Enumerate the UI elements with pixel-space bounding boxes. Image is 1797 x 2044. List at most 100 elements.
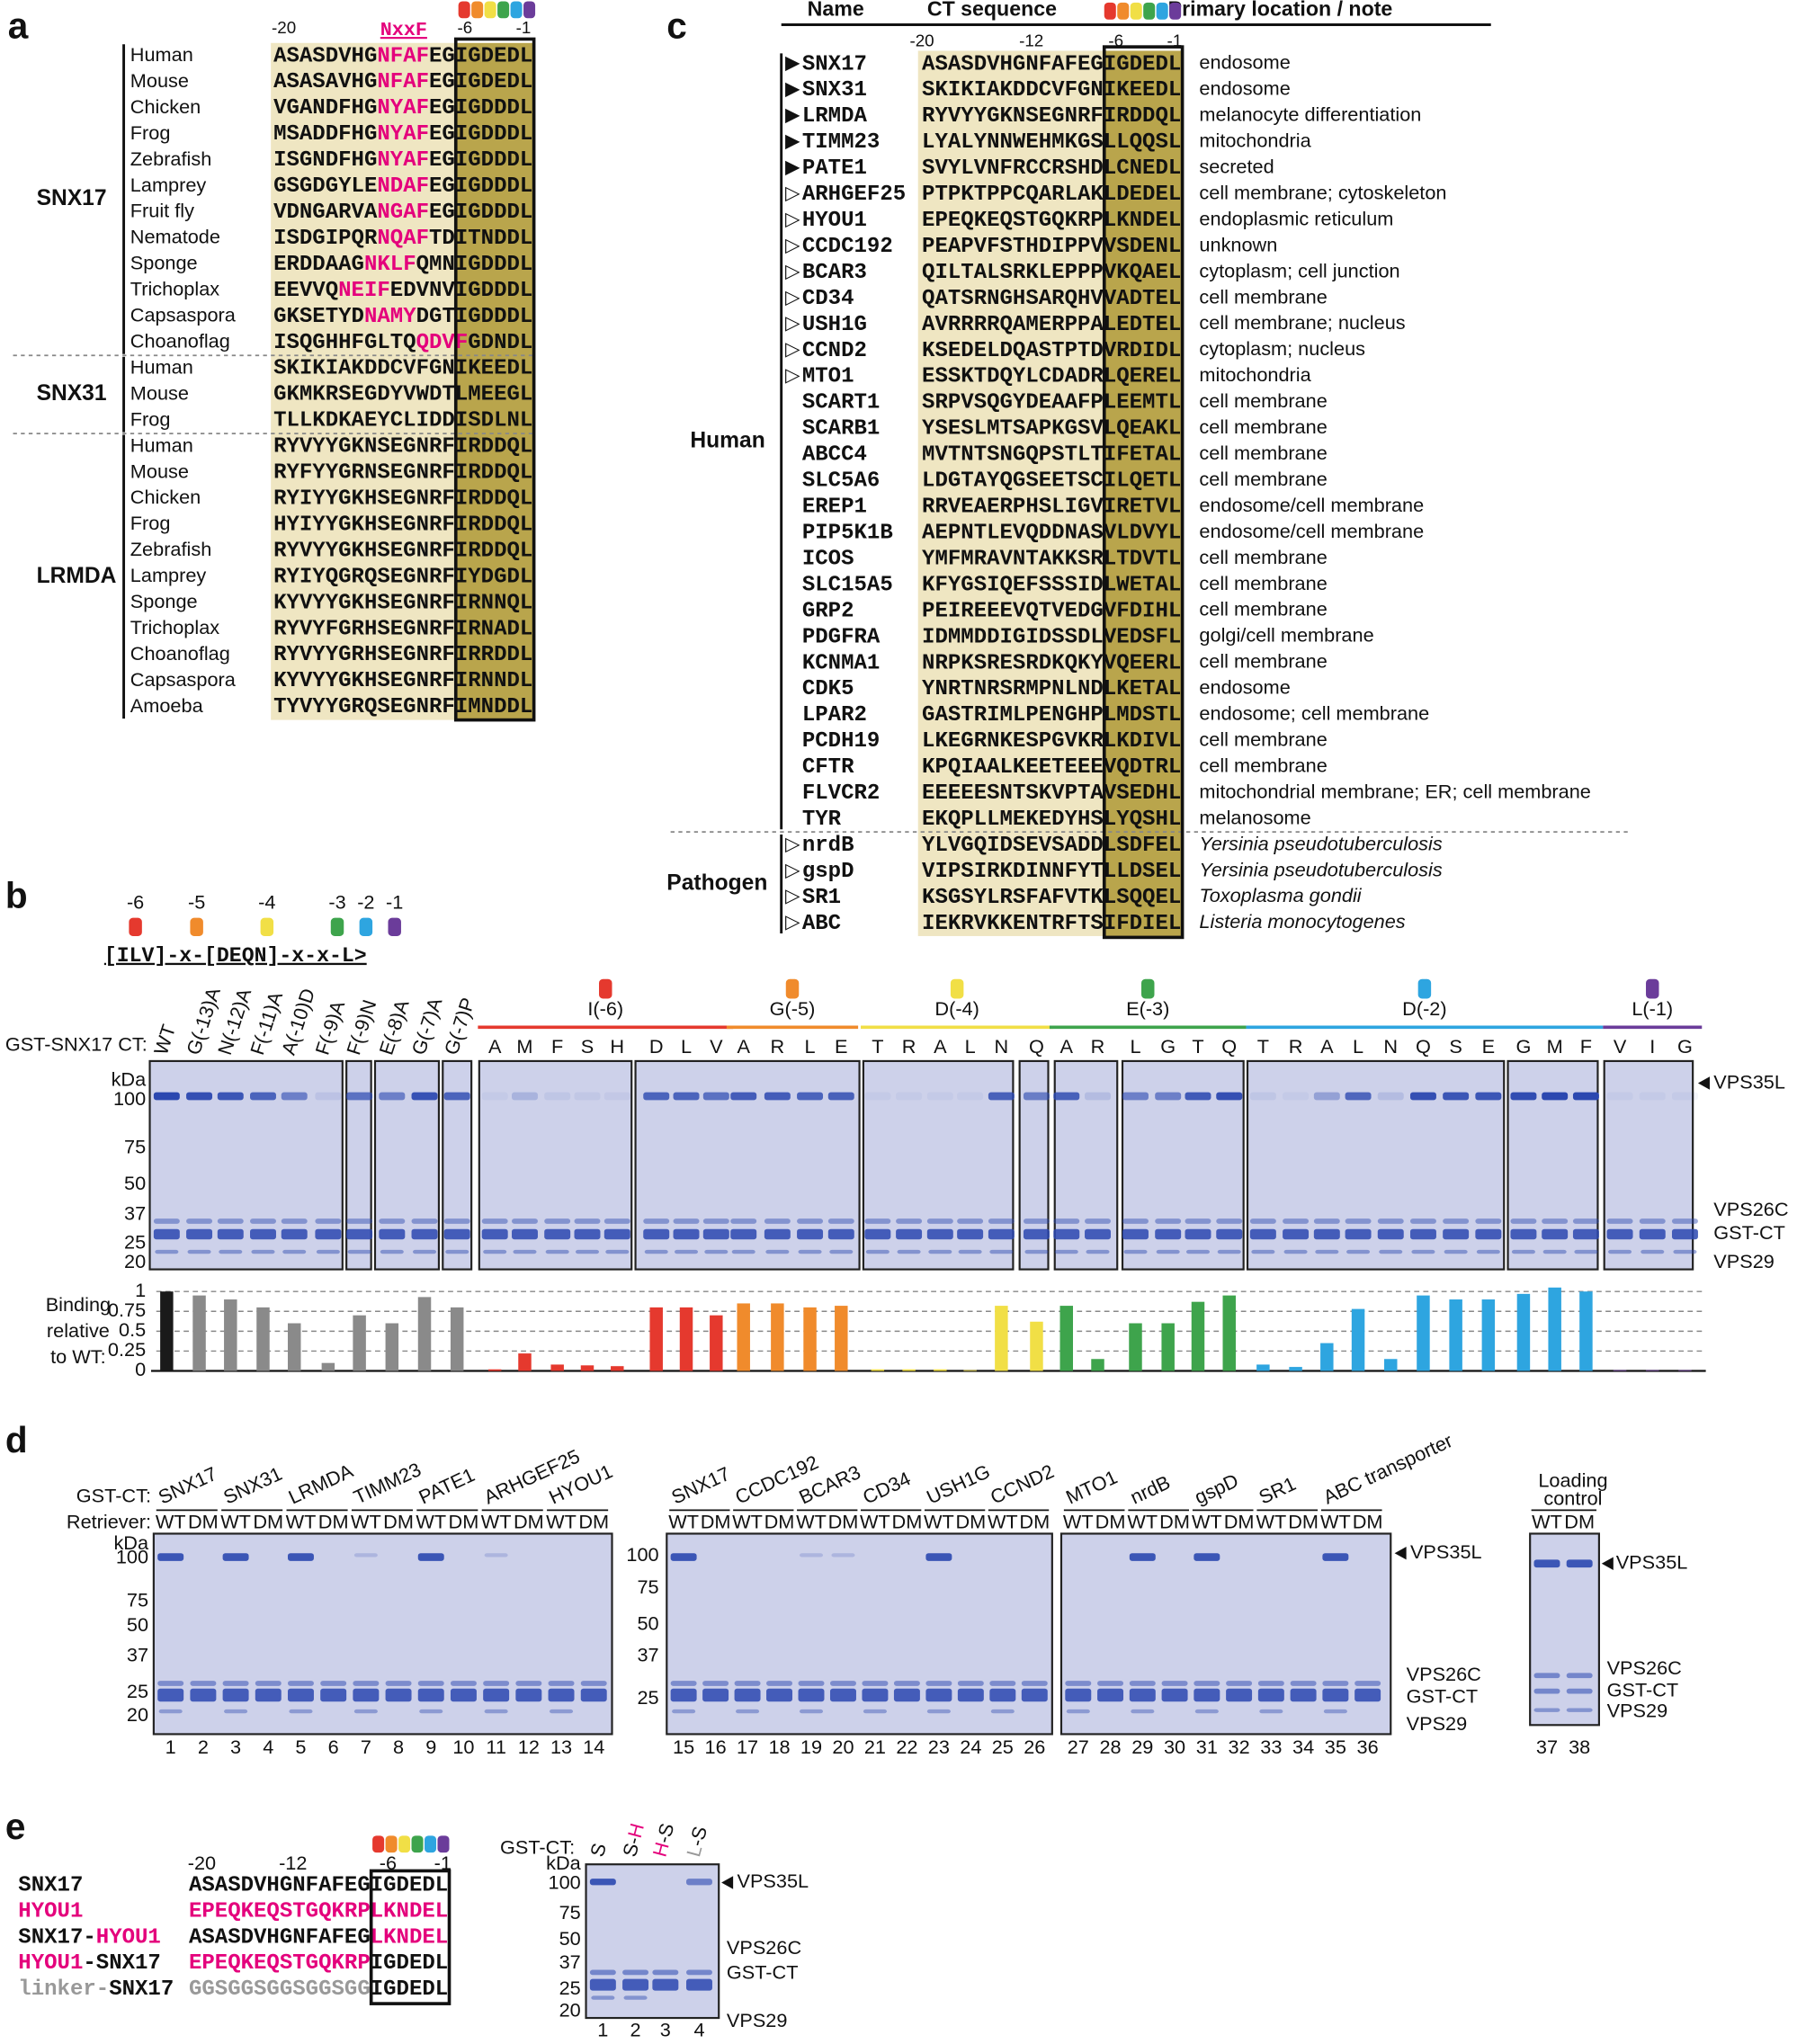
kda-unit: kDa bbox=[546, 1852, 582, 1874]
species-name: Capsaspora bbox=[130, 668, 237, 691]
lane-label: M bbox=[1547, 1035, 1563, 1058]
key-position: -1 bbox=[386, 890, 403, 913]
bar bbox=[1579, 1291, 1593, 1371]
sequence-part: ERDDAAG bbox=[273, 253, 364, 277]
gel-band bbox=[512, 1228, 538, 1240]
gel-band bbox=[153, 1218, 180, 1224]
bar bbox=[1222, 1295, 1236, 1371]
gel-band bbox=[1510, 1218, 1537, 1224]
sequence-part: NDAF bbox=[377, 174, 429, 199]
protein-name: SCART1 bbox=[802, 391, 880, 415]
color-key bbox=[190, 917, 203, 936]
kda-marker: 50 bbox=[127, 1613, 148, 1636]
gel-band bbox=[544, 1218, 571, 1224]
gel-band bbox=[1161, 1681, 1188, 1686]
color-key bbox=[497, 1, 510, 19]
sequence: MVTNTSNGQPSTLTIFETAL bbox=[922, 443, 1181, 468]
axis-label: to WT: bbox=[50, 1345, 106, 1368]
lane-number: 29 bbox=[1131, 1736, 1153, 1758]
gel-band bbox=[186, 1228, 213, 1240]
construct-name-part: SNX17 bbox=[18, 1874, 83, 1898]
gel-band bbox=[1065, 1688, 1092, 1702]
gel-band bbox=[644, 1249, 668, 1254]
species-name: Trichoplax bbox=[130, 278, 219, 300]
gel-band bbox=[1377, 1228, 1404, 1240]
gel-band bbox=[1322, 1681, 1349, 1686]
sequence-part: QMNIGDDDL bbox=[416, 253, 533, 277]
gel-band bbox=[222, 1688, 249, 1702]
sequence: PEAPVFSTHDIPPVVSDENL bbox=[922, 235, 1181, 259]
group-header: I(-6) bbox=[587, 997, 623, 1020]
protein-name: TIMM23 bbox=[802, 130, 880, 155]
kda-marker: 100 bbox=[116, 1546, 148, 1568]
location: cell membrane bbox=[1199, 442, 1327, 464]
construct-name-part: SNX17 bbox=[109, 1978, 174, 2003]
sequence-part: EGIGDDDL bbox=[429, 148, 532, 173]
sequence-part: NFAF bbox=[377, 45, 429, 69]
construct-label: ABC transporter bbox=[1319, 1429, 1456, 1508]
gel-band bbox=[1283, 1249, 1308, 1254]
construct-label: USH1G bbox=[923, 1459, 993, 1508]
species-name: Human bbox=[130, 355, 193, 378]
gel-band bbox=[1510, 1228, 1537, 1240]
gel-band bbox=[222, 1681, 249, 1686]
gel-band bbox=[864, 1218, 891, 1224]
location: endoplasmic reticulum bbox=[1199, 207, 1393, 229]
bar bbox=[1256, 1364, 1270, 1371]
construct-name: linker-SNX17 bbox=[18, 1978, 174, 2003]
sequence-part: GDNDL bbox=[468, 331, 532, 355]
color-key bbox=[388, 917, 401, 936]
gel-band bbox=[1542, 1228, 1569, 1240]
gel-band bbox=[548, 1688, 575, 1702]
gel-band bbox=[483, 1681, 510, 1686]
gel-band bbox=[1443, 1092, 1470, 1101]
sequence: RYVYFGRHSEGNRFIRNADL bbox=[273, 618, 532, 642]
protein-name: ARHGEF25 bbox=[802, 183, 906, 207]
kda-marker: 37 bbox=[559, 1950, 581, 1973]
location: cell membrane bbox=[1199, 650, 1327, 673]
sequence-part: IGDEDL bbox=[371, 1978, 448, 2003]
gel-band bbox=[250, 1092, 276, 1101]
class-marker: ▶ bbox=[785, 103, 800, 126]
color-key bbox=[1646, 978, 1659, 999]
protein-label: VPS29 bbox=[1713, 1250, 1775, 1272]
lane-number: 34 bbox=[1292, 1736, 1314, 1758]
gel-band bbox=[1249, 1218, 1276, 1224]
retriever-label: WT bbox=[988, 1511, 1018, 1533]
gel-band bbox=[989, 1688, 1016, 1702]
gel-band bbox=[1065, 1681, 1092, 1686]
gel-band bbox=[289, 1709, 313, 1714]
bar bbox=[1481, 1299, 1496, 1371]
kda-marker: 20 bbox=[127, 1703, 148, 1726]
gel-band bbox=[1639, 1092, 1666, 1101]
lane-label: H bbox=[610, 1035, 624, 1058]
lane-number: 27 bbox=[1068, 1736, 1089, 1758]
sequence: VIPSIRKDINNFYTLLDSEL bbox=[922, 860, 1181, 884]
gel-band bbox=[353, 1553, 378, 1558]
color-key bbox=[1130, 2, 1142, 20]
sequence: ASASDVHGNFAFEGIGDEDL bbox=[273, 45, 532, 69]
protein-name: ABC bbox=[802, 912, 841, 936]
gel-band bbox=[1606, 1218, 1633, 1224]
gel-title: control bbox=[1543, 1487, 1602, 1510]
gel-band bbox=[865, 1249, 890, 1254]
gel-band bbox=[1511, 1249, 1535, 1254]
gel-band bbox=[1185, 1218, 1211, 1224]
panel-label: c bbox=[666, 5, 687, 47]
construct-name-part: linker- bbox=[18, 1978, 109, 2003]
gel-band bbox=[1671, 1218, 1698, 1224]
sequence-part: GGSGGSGGSGGSGG bbox=[189, 1978, 371, 2003]
gel-band bbox=[1023, 1092, 1050, 1101]
sequence: KYVYYGKHSEGNRFIRNNDL bbox=[273, 670, 532, 694]
gel-band bbox=[734, 1681, 761, 1686]
lane-label: G bbox=[1677, 1035, 1693, 1058]
gel-band bbox=[730, 1218, 757, 1224]
gel-band bbox=[549, 1709, 574, 1714]
construct-label: MTO1 bbox=[1062, 1466, 1121, 1509]
sequence-part: GKMKRSEGDYVWDTLMEEGL bbox=[273, 383, 532, 407]
sequence-part: NYAF bbox=[377, 97, 429, 121]
bar bbox=[385, 1323, 399, 1371]
gel-band bbox=[379, 1092, 406, 1101]
color-key bbox=[385, 1835, 398, 1853]
